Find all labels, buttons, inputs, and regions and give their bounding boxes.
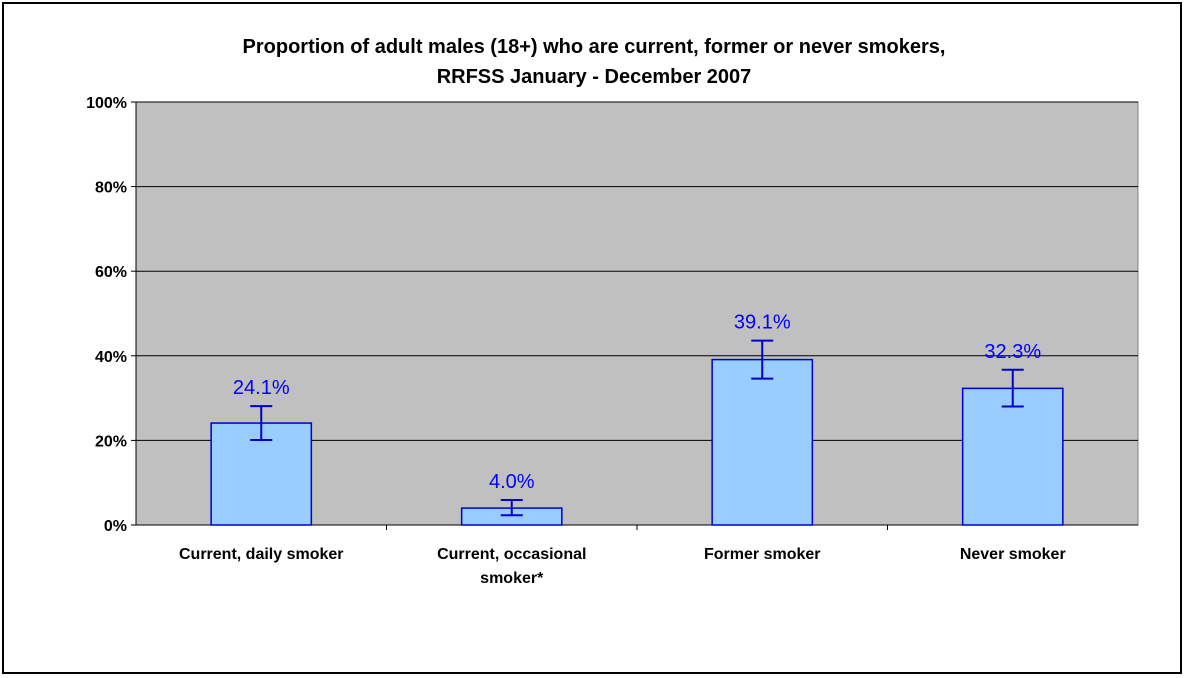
x-tick-label-2-line-1: Current, occasional — [437, 546, 586, 563]
y-axis-ticks: 0% 20% 40% 60% 80% 100% — [86, 95, 136, 535]
chart-title-line-1: Proportion of adult males (18+) who are … — [243, 36, 946, 58]
bar-1 — [210, 422, 313, 526]
x-tick-label-2: Current, occasional smoker* — [437, 546, 586, 587]
x-tick-label-1: Current, daily smoker — [179, 546, 344, 563]
bar-3 — [711, 358, 814, 526]
x-tick-label-2-line-2: smoker* — [480, 570, 544, 587]
bar-4 — [961, 387, 1064, 526]
y-tick-label-80: 80% — [95, 180, 127, 197]
bar-chart: Proportion of adult males (18+) who are … — [86, 36, 1139, 587]
x-tick-label-4: Never smoker — [960, 546, 1066, 563]
y-tick-label-40: 40% — [95, 349, 127, 366]
x-tick-label-3: Former smoker — [704, 546, 821, 563]
data-label-2: 4.0% — [489, 471, 535, 493]
data-label-4: 32.3% — [984, 341, 1041, 363]
chart-title-line-2: RRFSS January - December 2007 — [437, 66, 752, 88]
y-tick-label-100: 100% — [86, 95, 127, 112]
x-tick-label-3-line-1: Former smoker — [704, 546, 821, 563]
x-axis-labels: Current, daily smoker Current, occasional… — [179, 525, 1066, 587]
y-tick-label-20: 20% — [95, 433, 127, 450]
x-tick-label-4-line-1: Never smoker — [960, 546, 1066, 563]
y-tick-label-60: 60% — [95, 264, 127, 281]
data-label-3: 39.1% — [734, 312, 791, 334]
error-bars — [250, 339, 1024, 517]
bars — [210, 358, 1064, 526]
data-label-1: 24.1% — [233, 377, 290, 399]
x-tick-label-1-line-1: Current, daily smoker — [179, 546, 344, 563]
y-tick-label-0: 0% — [104, 518, 127, 535]
data-labels: 24.1% 4.0% 39.1% 32.3% — [233, 312, 1041, 493]
